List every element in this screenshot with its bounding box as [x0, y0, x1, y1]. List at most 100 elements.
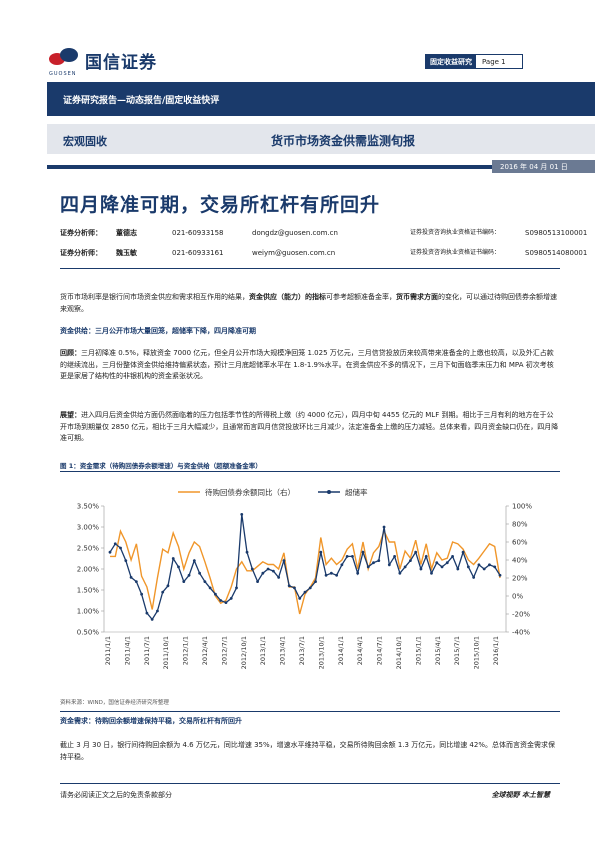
supply-demand-chart: 0.50% 1.00% 1.50% 2.00% 2.50% 3.00% 3.50% -40% -… [77, 487, 533, 669]
excess-reserve-point [108, 550, 112, 554]
y-left-tick-label: 3.00% [77, 524, 100, 532]
y-right-tick-label: 20% [512, 575, 528, 583]
date-rule [47, 165, 595, 169]
excess-reserve-point [451, 555, 454, 558]
analyst-phone: 021-60933161 [172, 249, 224, 257]
excess-reserve-point [461, 550, 465, 554]
report-tag: 固定收益研究 Page 1 [425, 54, 523, 69]
excess-reserve-point [256, 580, 259, 583]
excess-reserve-point [445, 561, 449, 565]
review-text: 三月初降准 0.5%，释放资金 7000 亿元，但全月公开市场大规模净回笼 1.… [60, 349, 554, 380]
excess-reserve-point [477, 563, 481, 567]
excess-reserve-point [277, 576, 281, 579]
y-right-tick-label: 100% [512, 503, 532, 511]
x-tick-label: 2014/1/1 [337, 636, 345, 665]
intro-bold-demand: 货币需求方面 [396, 293, 438, 301]
excess-reserve-point [329, 571, 333, 575]
excess-reserve-point [409, 559, 412, 562]
footer-slogan: 全球视野 本土智慧 [491, 791, 550, 799]
excess-reserve-point [156, 609, 159, 613]
excess-reserve-point [229, 597, 233, 600]
guosen-logo-mark [49, 48, 78, 65]
report-path: 证券研究报告—动态报告/固定收益快评 [63, 96, 220, 106]
excess-reserve-point [124, 559, 128, 562]
review-label: 回顾： [60, 349, 81, 357]
excess-reserve-point [171, 557, 175, 560]
excess-reserve-point [419, 567, 423, 571]
excess-reserve-point [192, 559, 196, 562]
outlook-paragraph: 展望：进入四月后资金供给方面仍然面临着的压力包括季节性的所得税上缴（约 4000… [60, 410, 560, 445]
x-tick-label: 2015/10/1 [473, 636, 481, 669]
analyst-email[interactable]: weiym@guosen.com.cn [252, 249, 336, 257]
x-tick-label: 2011/7/1 [143, 636, 151, 665]
excess-reserve-point [219, 599, 223, 602]
excess-reserve-point [361, 550, 365, 554]
x-tick-label: 2013/4/1 [279, 636, 287, 665]
analyst-row: 证券分析师： 魏玉敏 021-60933161 weiym@guosen.com… [60, 243, 587, 263]
section-divider [60, 268, 560, 269]
intro-text: 货币市场利率是银行间市场资金供应和需求相互作用的结果， [60, 293, 249, 301]
x-tick-label: 2014/4/1 [356, 636, 364, 665]
review-paragraph: 回顾：三月初降准 0.5%，释放资金 7000 亿元，但全月公开市场大规模净回笼… [60, 348, 560, 383]
x-tick-label: 2016/1/1 [492, 636, 500, 665]
analyst-name: 魏玉敏 [116, 249, 137, 257]
excess-reserve-point [319, 550, 323, 554]
analyst-list: 证券分析师： 董德志 021-60933158 dongdz@guosen.co… [60, 223, 587, 263]
x-tick-label: 2012/10/1 [240, 636, 248, 669]
logo-en-text: GUOSEN [49, 71, 77, 77]
excess-reserve-point [340, 563, 344, 567]
excess-reserve-point [203, 580, 207, 583]
guosen-logo: 国信证券 GUOSEN [47, 44, 177, 80]
excess-reserve-point [398, 571, 402, 575]
excess-reserve-point [245, 550, 249, 554]
excess-reserve-point [403, 565, 407, 569]
excess-reserve-point [345, 555, 349, 558]
report-date: 2016 年 04 月 01 日 [492, 160, 595, 173]
cert-label: 证券投资咨询执业资格证书编码： [410, 229, 501, 236]
analyst-role: 证券分析师： [60, 229, 102, 237]
y-right-tick-label: 40% [512, 557, 528, 565]
intro-text: 的变化，可以通过待购回债券余额增速来观察。 [60, 293, 557, 313]
excess-reserve-point [308, 586, 312, 590]
cert-label: 证券投资咨询执业资格证书编码： [410, 249, 501, 256]
excess-reserve-point [414, 550, 418, 554]
excess-reserve-point [387, 563, 391, 567]
x-tick-label: 2013/1/1 [259, 636, 267, 665]
excess-reserve-point [134, 580, 138, 583]
excess-reserve-point [382, 525, 386, 529]
y-right-tick-label: -40% [512, 629, 530, 637]
intro-bold-supply: 资金供应（能力）的指标 [249, 293, 326, 301]
logo-text: 国信证券 [85, 53, 157, 73]
x-tick-label: 2011/4/1 [123, 636, 131, 665]
excess-reserve-point [498, 573, 502, 577]
excess-reserve-point [303, 590, 307, 594]
y-left-tick-label: 1.00% [77, 608, 100, 616]
excess-reserve-point [113, 542, 117, 546]
excess-reserve-point [456, 567, 460, 571]
x-tick-label: 2014/7/1 [376, 636, 384, 665]
excess-reserve-point [129, 576, 133, 579]
excess-reserve-point [214, 592, 217, 596]
x-tick-label: 2011/10/1 [162, 636, 170, 669]
excess-reserve-point [140, 592, 144, 596]
report-path-bar: 证券研究报告—动态报告/固定收益快评 [47, 82, 595, 116]
outlook-label: 展望： [60, 411, 81, 419]
repo-growth-series-line [110, 529, 501, 615]
page-number: Page 1 [482, 58, 506, 66]
y-left-tick-label: 2.50% [77, 545, 100, 553]
chart-source: 资料来源：WIND，国信证券经济研究所整理 [60, 698, 560, 712]
x-tick-label: 2013/10/1 [317, 636, 325, 669]
legend-label-repo: 待购回债券余额同比（右） [205, 487, 295, 497]
excess-reserve-point [208, 586, 212, 590]
excess-reserve-point [335, 573, 339, 577]
x-tick-label: 2012/1/1 [182, 636, 190, 665]
excess-reserve-point [314, 580, 317, 583]
excess-reserve-point [177, 565, 180, 569]
excess-reserve-point [366, 565, 370, 569]
x-tick-label: 2011/1/1 [104, 636, 112, 665]
excess-reserve-point [351, 555, 354, 558]
analyst-email[interactable]: dongdz@guosen.com.cn [252, 229, 338, 237]
y-left-tick-label: 2.00% [77, 566, 100, 574]
intro-text: 可参考超额准备金率， [326, 293, 396, 301]
excess-reserve-point [393, 555, 396, 558]
